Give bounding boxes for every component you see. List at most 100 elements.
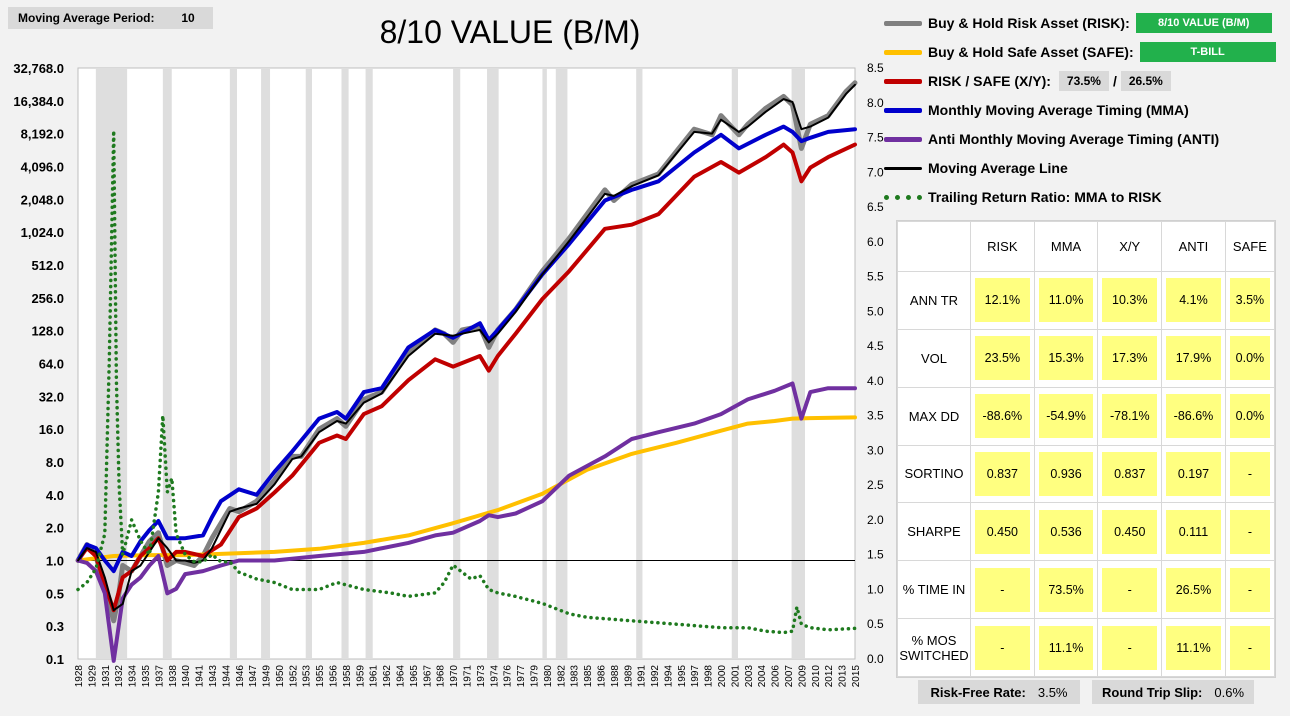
recession-band xyxy=(305,68,312,659)
x-tick-label: 1959 xyxy=(355,665,366,688)
y-tick-label: 2,048.0 xyxy=(21,192,64,207)
stats-cell-value: 15.3% xyxy=(1038,336,1094,381)
y-tick-label: 1,024.0 xyxy=(21,225,64,240)
stats-cell: - xyxy=(1097,618,1163,677)
stats-cell-value: - xyxy=(1102,567,1158,612)
y2-tick-label: 7.5 xyxy=(867,131,884,145)
stats-row-label: SHARPE xyxy=(897,502,971,562)
stats-cell-value: 0.837 xyxy=(975,451,1030,496)
y-tick-label: 16.0 xyxy=(39,422,64,437)
y2-tick-label: 1.0 xyxy=(867,582,884,596)
risk-free-rate-box: Risk-Free Rate: 3.5% xyxy=(918,680,1080,704)
x-tick-label: 1964 xyxy=(396,665,407,688)
ma-period-box: Moving Average Period: 10 xyxy=(8,7,213,29)
legend-safe: Buy & Hold Safe Asset (SAFE): T-BILL xyxy=(884,39,1276,65)
y-tick-label: 128.0 xyxy=(31,324,64,339)
recession-band xyxy=(365,68,373,659)
x-tick-label: 1958 xyxy=(342,665,353,688)
y2-tick-label: 6.5 xyxy=(867,200,884,214)
y-tick-label: 512.0 xyxy=(31,258,64,273)
stats-cell: 0.936 xyxy=(1033,444,1099,504)
x-tick-label: 1931 xyxy=(101,665,112,688)
stats-cell: 17.3% xyxy=(1097,328,1163,388)
stats-body: ANN TR 12.1% 11.0% 10.3% 4.1% 3.5% VOL 23.5% 15.… xyxy=(897,271,1276,677)
stats-cell-value: 3.5% xyxy=(1229,278,1270,323)
x-tick-label: 1937 xyxy=(154,665,165,688)
x-tick-label: 1967 xyxy=(422,665,433,688)
y-tick-label: 4,096.0 xyxy=(21,160,64,175)
x-tick-label: 1950 xyxy=(275,665,286,688)
x-tick-label: 1962 xyxy=(382,665,393,688)
x-tick-label: 1995 xyxy=(677,665,688,688)
stats-cell: 0.450 xyxy=(970,502,1035,562)
stats-cell-value: 17.3% xyxy=(1102,336,1158,381)
stats-row-label: VOL xyxy=(897,328,971,388)
recession-band xyxy=(555,68,568,659)
y-tick-label: 256.0 xyxy=(31,291,64,306)
x-tick-label: 1946 xyxy=(235,665,246,688)
y2-tick-label: 4.5 xyxy=(867,339,884,353)
recession-band xyxy=(542,68,547,659)
legend-anti-label: Anti Monthly Moving Average Timing (ANTI… xyxy=(928,131,1220,147)
x-tick-label: 1947 xyxy=(248,665,259,688)
stats-cell: - xyxy=(970,618,1035,677)
stats-cell: 3.5% xyxy=(1224,271,1276,330)
x-tick-label: 1953 xyxy=(302,665,313,688)
stats-cell-value: - xyxy=(975,625,1030,670)
stats-cell: 11.0% xyxy=(1033,271,1099,330)
stats-table: RISK MMA X/Y ANTI SAFE ANN TR 12.1% 11.0% 1… xyxy=(896,220,1276,678)
stats-cell-value: -78.1% xyxy=(1102,394,1158,439)
x-tick-label: 1974 xyxy=(489,665,500,688)
safe-asset-badge: T-BILL xyxy=(1139,42,1276,62)
stats-row: % TIME IN -73.5% -26.5% - xyxy=(897,560,1276,620)
stats-cell: -54.9% xyxy=(1033,386,1099,446)
y-tick-label: 0.5 xyxy=(46,586,64,601)
y2-tick-label: 7.0 xyxy=(867,165,884,179)
y2-tick-label: 2.5 xyxy=(867,478,884,492)
stats-cell: 26.5% xyxy=(1161,560,1226,620)
trailing-return-ratio-mma-to-risk-line xyxy=(76,128,857,635)
x-tick-label: 1977 xyxy=(516,665,527,688)
recession-band xyxy=(341,68,349,659)
anti-swatch xyxy=(884,136,922,142)
recession-band xyxy=(261,68,271,659)
x-tick-label: 1943 xyxy=(208,665,219,688)
stats-cell-value: 0.450 xyxy=(1102,509,1158,554)
round-trip-slip-label: Round Trip Slip: xyxy=(1101,684,1203,700)
x-tick-label: 2013 xyxy=(838,665,849,688)
ratio-swatch xyxy=(884,194,922,200)
x-tick-label: 1991 xyxy=(637,665,648,688)
recession-band xyxy=(731,68,739,659)
stats-cell-value: 4.1% xyxy=(1166,278,1221,323)
stats-cell: - xyxy=(1224,444,1276,504)
legend-xy-label: RISK / SAFE (X/Y): xyxy=(928,73,1051,89)
stats-cell-value: 23.5% xyxy=(975,336,1030,381)
risk-swatch xyxy=(884,20,922,26)
x-tick-label: 1944 xyxy=(221,665,232,688)
stats-cell-value: 0.450 xyxy=(975,509,1030,554)
stats-cell-value: 0.111 xyxy=(1166,509,1221,554)
y2-tick-label: 8.5 xyxy=(867,61,884,75)
legend-risk: Buy & Hold Risk Asset (RISK): 8/10 VALUE… xyxy=(884,10,1272,36)
round-trip-slip-value: 0.6% xyxy=(1214,684,1245,700)
ma-line-swatch xyxy=(884,166,922,170)
recession-band xyxy=(162,68,172,659)
stats-row: MAX DD -88.6% -54.9% -78.1% -86.6% 0.0% xyxy=(897,386,1276,446)
plot-area xyxy=(77,67,856,660)
stats-cell: 10.3% xyxy=(1097,271,1163,330)
x-tick-label: 1971 xyxy=(463,665,474,688)
y2-tick-label: 3.0 xyxy=(867,443,884,457)
stats-cell: - xyxy=(1097,560,1163,620)
x-tick-label: 1935 xyxy=(141,665,152,688)
y-tick-label: 0.3 xyxy=(46,619,64,634)
stats-header-cell xyxy=(897,221,971,272)
xy-separator: / xyxy=(1112,73,1117,89)
x-tick-label: 1998 xyxy=(704,665,715,688)
stats-cell-value: 0.536 xyxy=(1038,509,1094,554)
stats-cell: 11.1% xyxy=(1033,618,1099,677)
stats-cell-value: 0.837 xyxy=(1102,451,1158,496)
xy-x-value: 73.5% xyxy=(1058,71,1109,91)
stats-cell: 4.1% xyxy=(1161,271,1226,330)
stats-cell: 0.197 xyxy=(1161,444,1226,504)
